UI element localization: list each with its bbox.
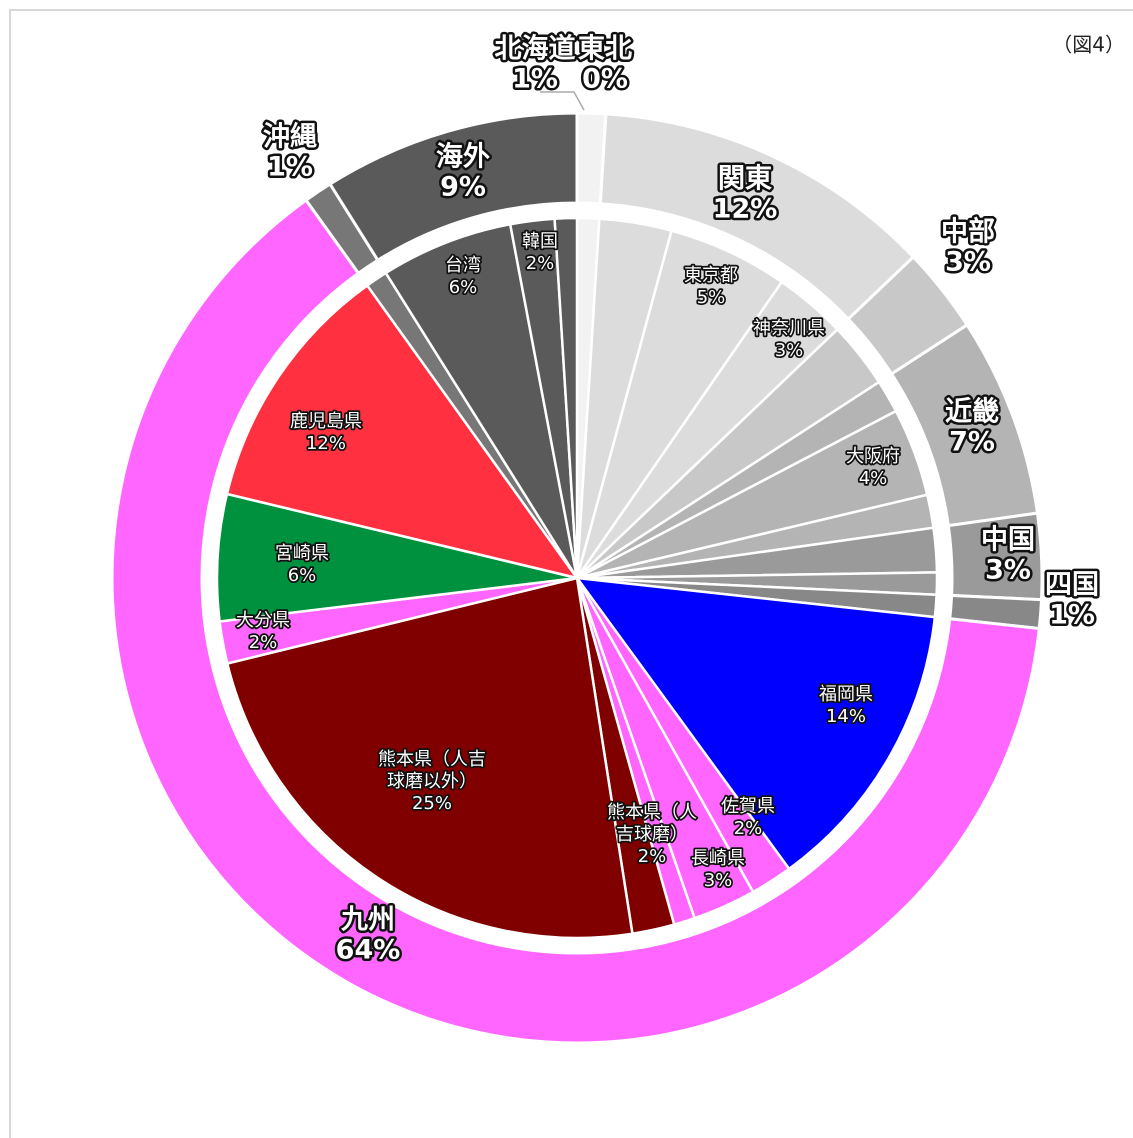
inner-label: 韓国 bbox=[522, 231, 558, 252]
outer-label: 中部 bbox=[941, 216, 995, 248]
inner-slice bbox=[553, 216, 579, 579]
outer-slice bbox=[110, 198, 1041, 1045]
outer-value-label: 3% bbox=[945, 247, 991, 278]
inner-label: 福岡県 bbox=[819, 684, 873, 705]
inner-label: 神奈川県 bbox=[753, 318, 825, 339]
inner-value-label: 14% bbox=[826, 706, 866, 727]
inner-label-line: 熊本県（人 bbox=[607, 802, 697, 823]
inner-label: 大分県 bbox=[236, 610, 290, 631]
inner-slice bbox=[384, 222, 579, 579]
inner-value-label: 3% bbox=[704, 870, 733, 891]
inner-label: 熊本県（人吉球磨以外） bbox=[378, 749, 486, 792]
outer-label: 四国 bbox=[1045, 570, 1099, 601]
inner-value-label: 5% bbox=[697, 287, 726, 308]
leader-line bbox=[540, 91, 585, 111]
inner-value-label: 12% bbox=[306, 433, 346, 454]
outer-slice bbox=[327, 111, 579, 263]
outer-label: 東北 bbox=[578, 34, 632, 65]
inner-label: 東京都 bbox=[684, 265, 738, 286]
outer-value-label: 0% bbox=[582, 64, 628, 95]
outer-label: 中国 bbox=[981, 525, 1035, 556]
outer-label: 北海道 bbox=[495, 33, 576, 65]
outer-value-label: 1% bbox=[267, 152, 313, 183]
annotation: （図4） bbox=[1052, 33, 1125, 57]
outer-value-label: 1% bbox=[512, 64, 558, 95]
inner-slice bbox=[215, 492, 578, 623]
inner-value-label: 4% bbox=[859, 468, 888, 489]
inner-label-line: 球磨以外） bbox=[387, 771, 477, 792]
inner-value-label: 3% bbox=[775, 340, 804, 361]
inner-value-label: 2% bbox=[638, 846, 667, 867]
inner-value-label: 2% bbox=[249, 632, 278, 653]
outer-label: 九州 bbox=[341, 905, 395, 936]
inner-label: 宮崎県 bbox=[275, 543, 329, 564]
outer-label: 海外 bbox=[436, 142, 490, 173]
inner-label: 長崎県 bbox=[691, 848, 745, 869]
inner-slice bbox=[225, 283, 580, 580]
outer-value-label: 3% bbox=[985, 555, 1031, 586]
inner-value-label: 2% bbox=[526, 253, 555, 274]
inner-label: 台湾 bbox=[445, 255, 481, 276]
outer-label: 沖縄 bbox=[263, 122, 317, 153]
inner-label: 鹿児島県 bbox=[290, 411, 362, 432]
inner-label: 大阪府 bbox=[846, 446, 900, 467]
inner-value-label: 6% bbox=[449, 277, 478, 298]
outer-value-label: 64% bbox=[336, 935, 401, 966]
inner-label: 佐賀県 bbox=[721, 796, 775, 817]
inner-label: 熊本県（人吉球磨） bbox=[607, 802, 697, 845]
inner-slice bbox=[574, 576, 937, 871]
outer-value-label: 7% bbox=[949, 427, 995, 458]
outer-value-label: 9% bbox=[440, 172, 486, 203]
inner-slice bbox=[225, 576, 634, 940]
outer-label: 近畿 bbox=[945, 397, 999, 428]
outer-label: 関東 bbox=[718, 164, 772, 195]
inner-value-label: 25% bbox=[412, 793, 452, 814]
outer-value-label: 12% bbox=[713, 194, 778, 225]
inner-label-line: 吉球磨） bbox=[616, 824, 688, 845]
inner-value-label: 2% bbox=[734, 818, 763, 839]
inner-value-label: 6% bbox=[288, 565, 317, 586]
inner-label-line: 熊本県（人吉 bbox=[378, 749, 486, 770]
outer-value-label: 1% bbox=[1049, 600, 1095, 631]
